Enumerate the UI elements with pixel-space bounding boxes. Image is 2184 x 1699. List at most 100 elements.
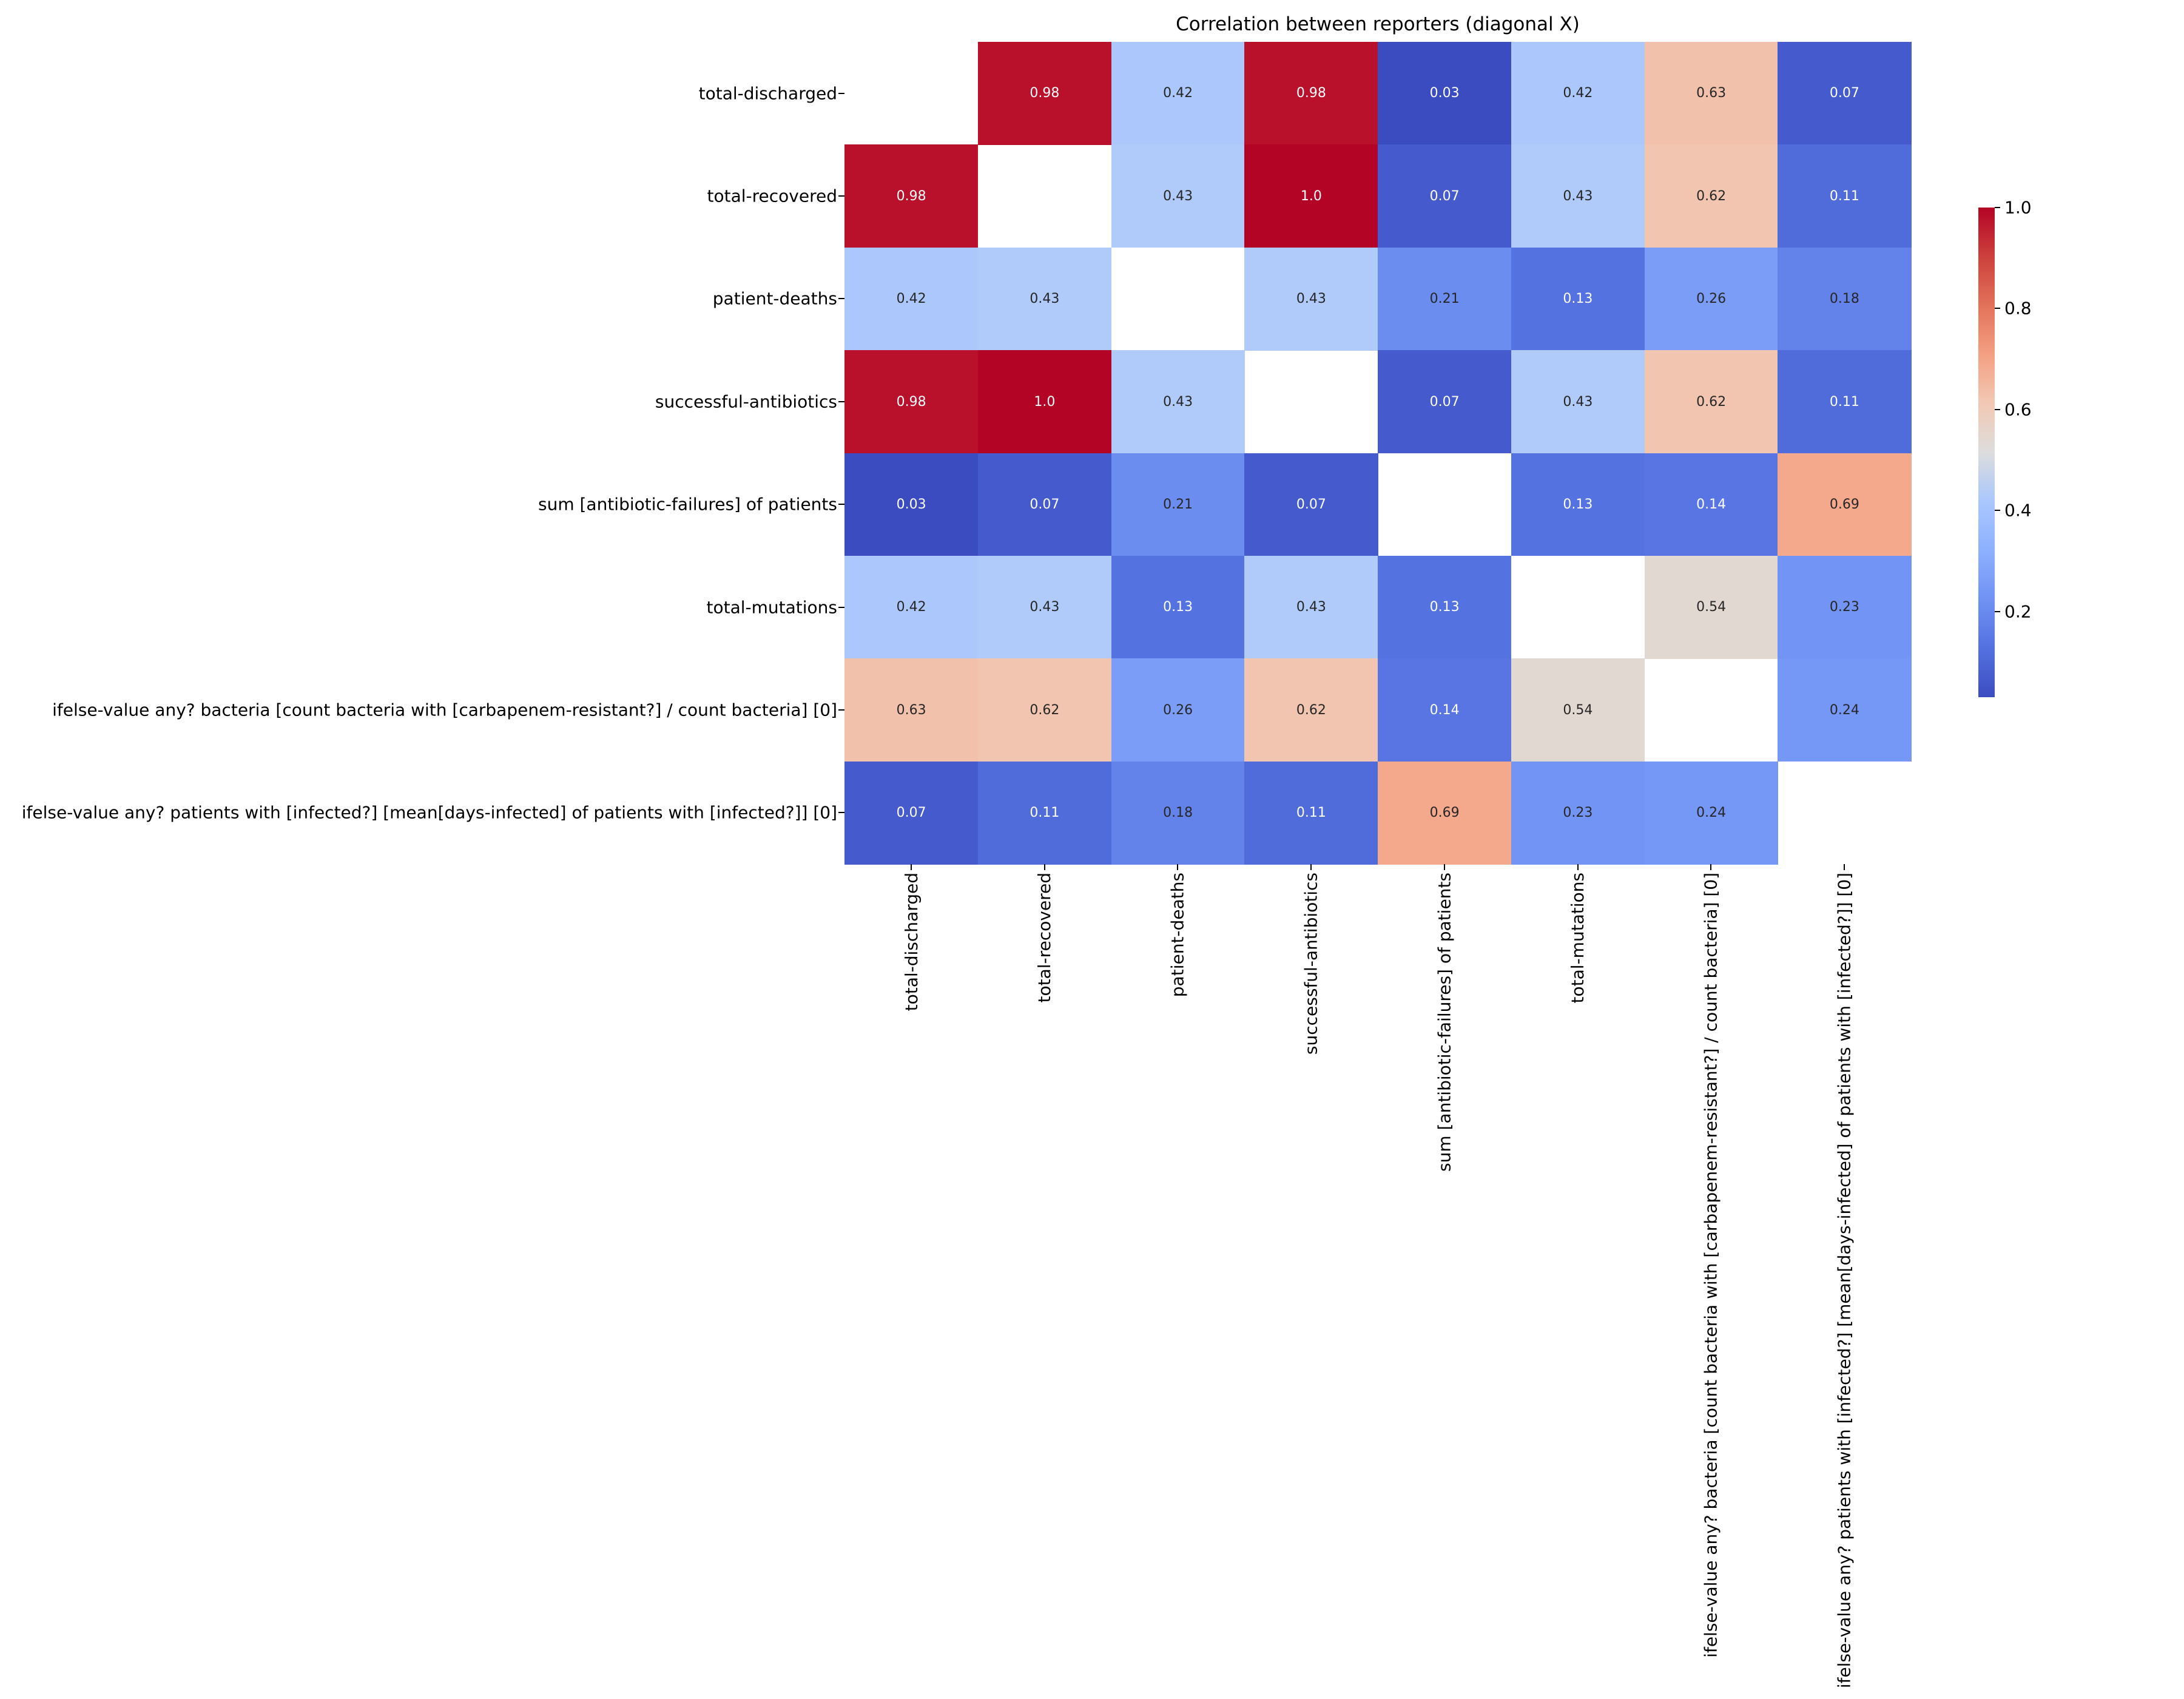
cell-annotation: 0.18 bbox=[1829, 291, 1859, 307]
cell-annotation: 0.43 bbox=[1296, 291, 1326, 307]
y-tick-label: total-recovered bbox=[707, 186, 837, 206]
y-tick-mark bbox=[838, 606, 844, 608]
cell-annotation: 0.07 bbox=[896, 805, 926, 821]
heatmap-cell: 0.11 bbox=[1778, 350, 1912, 453]
cell-annotation: 0.42 bbox=[896, 291, 926, 307]
cell-annotation: 0.98 bbox=[896, 188, 926, 204]
heatmap-cell: 0.62 bbox=[977, 658, 1111, 762]
cell-annotation: 0.07 bbox=[1829, 86, 1859, 101]
heatmap-cell: 0.69 bbox=[1778, 453, 1912, 556]
heatmap-cell bbox=[1645, 658, 1778, 762]
cell-annotation: 0.26 bbox=[1696, 291, 1727, 307]
y-tick-mark bbox=[838, 400, 844, 402]
cell-annotation: 0.43 bbox=[1563, 394, 1593, 410]
colorbar-tick-mark bbox=[1995, 610, 2000, 612]
heatmap-cell bbox=[1511, 556, 1645, 659]
cell-annotation: 0.54 bbox=[1696, 600, 1727, 615]
cell-annotation: 0.07 bbox=[1030, 496, 1060, 512]
cell-annotation: 0.14 bbox=[1696, 496, 1727, 512]
x-tick-label: successful-antibiotics bbox=[1301, 873, 1321, 1055]
heatmap-cell: 0.43 bbox=[1111, 144, 1245, 248]
y-tick-mark bbox=[838, 504, 844, 505]
x-tick-mark bbox=[1443, 864, 1445, 870]
heatmap-cell: 0.24 bbox=[1778, 658, 1912, 762]
x-tick-label: total-discharged bbox=[901, 873, 922, 1012]
cell-annotation: 0.54 bbox=[1563, 702, 1593, 718]
heatmap-cell: 0.18 bbox=[1778, 247, 1912, 351]
heatmap-cell: 0.43 bbox=[1244, 247, 1378, 351]
y-tick-mark bbox=[838, 812, 844, 814]
colorbar bbox=[1978, 208, 1995, 697]
heatmap-grid: 0.98 0.42 0.98 0.03 0.42 0.63 0.07 0.98 0.43 1.0 0… bbox=[844, 42, 1912, 865]
x-tick-label: total-recovered bbox=[1034, 873, 1055, 1003]
cell-annotation: 1.0 bbox=[1300, 188, 1322, 204]
cell-annotation: 0.24 bbox=[1829, 702, 1859, 718]
heatmap-cell: 0.98 bbox=[844, 144, 979, 248]
y-tick-label: patient-deaths bbox=[712, 288, 837, 309]
cell-annotation: 0.43 bbox=[1163, 394, 1193, 410]
cell-annotation: 0.11 bbox=[1296, 805, 1326, 821]
heatmap-cell: 0.62 bbox=[1244, 658, 1378, 762]
x-tick-label: total-mutations bbox=[1568, 873, 1588, 1004]
heatmap-cell: 0.98 bbox=[844, 350, 979, 453]
heatmap-cell: 1.0 bbox=[1244, 144, 1378, 248]
cell-annotation: 0.62 bbox=[1696, 394, 1727, 410]
heatmap-cell: 0.26 bbox=[1644, 247, 1778, 351]
heatmap-cell: 0.63 bbox=[1644, 42, 1778, 145]
heatmap-cell: 0.54 bbox=[1644, 555, 1778, 659]
x-tick-label: ifelse-value any? bacteria [count bacter… bbox=[1700, 873, 1721, 1658]
cell-annotation: 0.42 bbox=[1163, 86, 1193, 101]
heatmap-cell: 0.11 bbox=[1244, 761, 1378, 865]
x-tick-mark bbox=[1310, 864, 1312, 870]
x-tick-mark bbox=[1710, 864, 1712, 870]
heatmap-cell: 0.43 bbox=[977, 247, 1111, 351]
y-tick-label: sum [antibiotic-failures] of patients bbox=[538, 494, 837, 515]
cell-annotation: 0.62 bbox=[1030, 702, 1060, 718]
cell-annotation: 0.23 bbox=[1829, 600, 1859, 615]
heatmap-cell: 0.42 bbox=[1111, 42, 1245, 145]
cell-annotation: 0.42 bbox=[1563, 86, 1593, 101]
y-tick-label: ifelse-value any? patients with [infecte… bbox=[21, 802, 837, 823]
heatmap-cell: 0.11 bbox=[1778, 144, 1912, 248]
y-tick-mark bbox=[838, 195, 844, 197]
cell-annotation: 0.63 bbox=[896, 702, 926, 718]
heatmap-cell bbox=[1111, 248, 1245, 351]
cell-annotation: 0.23 bbox=[1563, 805, 1593, 821]
colorbar-tick-mark bbox=[1995, 308, 2000, 309]
cell-annotation: 0.98 bbox=[1030, 86, 1060, 101]
heatmap-cell: 0.11 bbox=[977, 761, 1111, 865]
heatmap-cell: 0.07 bbox=[844, 761, 979, 865]
cell-annotation: 0.43 bbox=[1296, 600, 1326, 615]
cell-annotation: 0.14 bbox=[1429, 702, 1460, 718]
cell-annotation: 0.13 bbox=[1429, 600, 1460, 615]
cell-annotation: 0.11 bbox=[1829, 394, 1859, 410]
cell-annotation: 0.07 bbox=[1296, 496, 1326, 512]
cell-annotation: 0.63 bbox=[1696, 86, 1727, 101]
colorbar-tick-label: 1.0 bbox=[2004, 197, 2032, 218]
heatmap-cell: 0.23 bbox=[1778, 555, 1912, 659]
heatmap-cell: 1.0 bbox=[977, 350, 1111, 453]
colorbar-tick-mark bbox=[1995, 408, 2000, 410]
colorbar-tick-mark bbox=[1995, 510, 2000, 512]
heatmap-cell: 0.26 bbox=[1111, 658, 1245, 762]
heatmap-cell: 0.13 bbox=[1378, 555, 1512, 659]
heatmap-cell: 0.43 bbox=[1244, 555, 1378, 659]
heatmap-cell: 0.43 bbox=[977, 555, 1111, 659]
cell-annotation: 0.69 bbox=[1829, 496, 1859, 512]
heatmap-cell bbox=[978, 144, 1111, 248]
heatmap-cell: 0.07 bbox=[1378, 144, 1512, 248]
cell-annotation: 0.03 bbox=[896, 496, 926, 512]
x-tick-mark bbox=[1577, 864, 1579, 870]
cell-annotation: 0.07 bbox=[1429, 188, 1460, 204]
heatmap-cell: 0.21 bbox=[1111, 453, 1245, 556]
heatmap-cell: 0.43 bbox=[1111, 350, 1245, 453]
y-tick-label: successful-antibiotics bbox=[655, 391, 837, 412]
heatmap-cell: 0.13 bbox=[1511, 453, 1645, 556]
heatmap-cell: 0.07 bbox=[1244, 453, 1378, 556]
heatmap-cell: 0.69 bbox=[1378, 761, 1512, 865]
cell-annotation: 0.62 bbox=[1696, 188, 1727, 204]
cell-annotation: 0.42 bbox=[896, 600, 926, 615]
cell-annotation: 0.11 bbox=[1030, 805, 1060, 821]
heatmap-cell: 0.43 bbox=[1511, 350, 1645, 453]
cell-annotation: 0.13 bbox=[1563, 291, 1593, 307]
